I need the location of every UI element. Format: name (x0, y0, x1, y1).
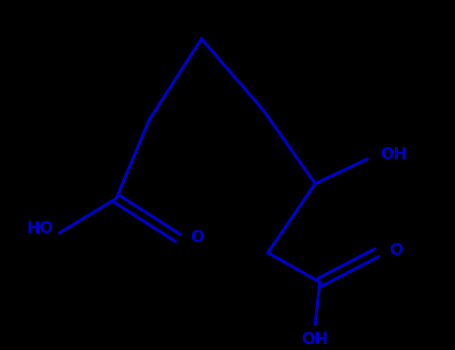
Text: OH: OH (302, 332, 329, 347)
Text: O: O (389, 243, 403, 258)
Text: HO: HO (27, 220, 54, 236)
Text: OH: OH (380, 147, 407, 162)
Text: O: O (191, 230, 204, 245)
